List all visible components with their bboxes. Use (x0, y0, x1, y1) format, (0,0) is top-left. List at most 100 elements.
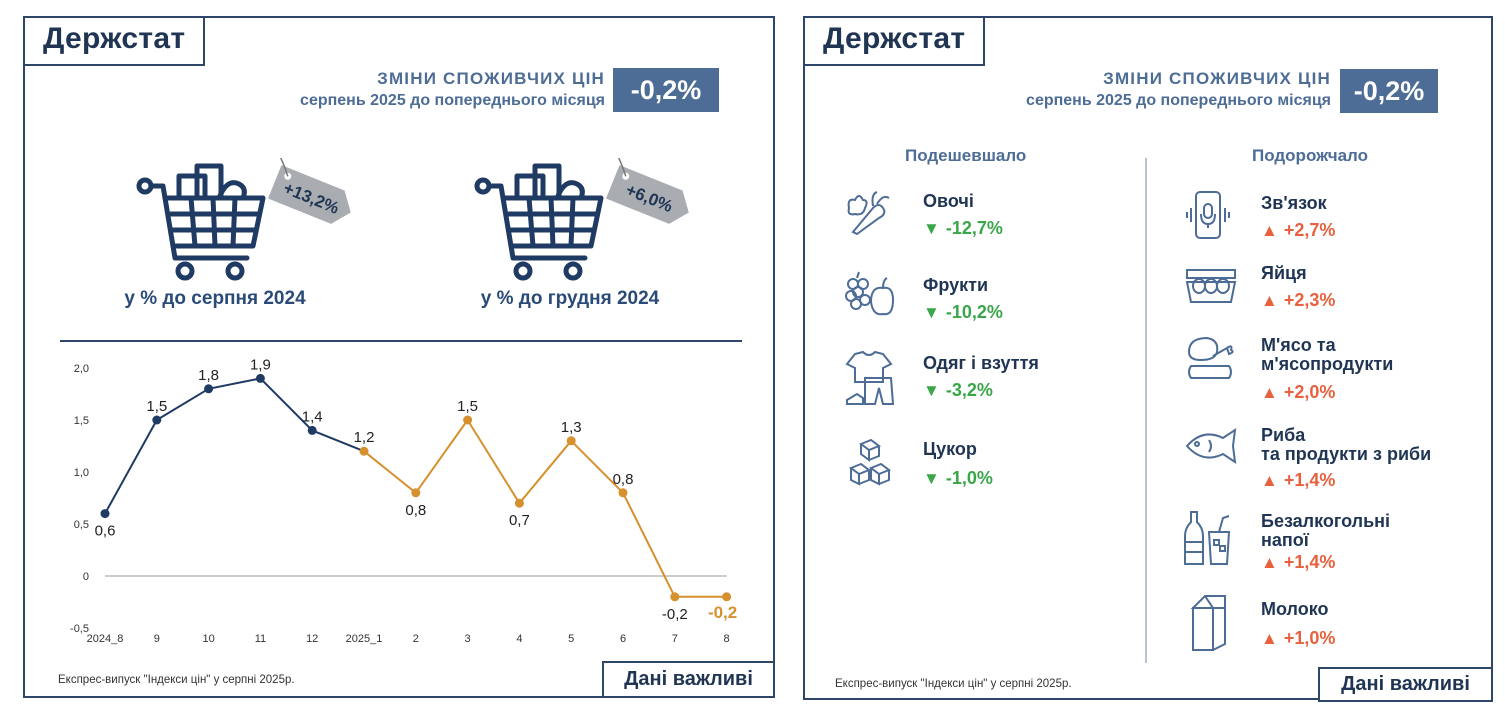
meat-icon (1187, 336, 1234, 379)
data-point (514, 498, 524, 508)
column-title-cheaper: Подешевшало (905, 146, 1027, 165)
data-label: -0,2 (708, 603, 737, 622)
item-value: ▲ +2,3% (1261, 290, 1335, 311)
important-data-button[interactable]: Дані важливі (602, 661, 775, 698)
infographic-right: Держстат ЗМІНИ СПОЖИВЧИХ ЦІН серпень 202… (803, 16, 1493, 702)
derzhstat-logo: Держстат (23, 16, 206, 66)
item-value: ▲ +1,4% (1261, 552, 1335, 573)
up-arrow-icon: ▲ (1261, 553, 1278, 572)
shopping-cart-icon: +6,0% (474, 158, 689, 281)
sugar-icon (848, 438, 892, 486)
item-value: ▲ +2,0% (1261, 382, 1335, 403)
series-line-segment (622, 492, 676, 598)
up-arrow-icon: ▲ (1261, 471, 1278, 490)
y-tick-label: -0,5 (70, 623, 89, 635)
up-arrow-icon: ▲ (1261, 383, 1278, 402)
item-value-text: +1,4% (1283, 470, 1336, 490)
item-value-text: -3,2% (945, 380, 993, 400)
item-value: ▲ +2,7% (1261, 220, 1335, 241)
down-arrow-icon: ▼ (923, 381, 940, 400)
item-value: ▲ +1,0% (1261, 628, 1335, 649)
data-label: 1,9 (250, 356, 271, 373)
item-name: Одяг і взуття (923, 353, 1039, 373)
cart-left-caption: у % до серпня 2024 (124, 288, 306, 309)
item-name: Зв'язок (1261, 193, 1327, 213)
data-label: 1,2 (354, 429, 375, 446)
change-badge: -0,2% (613, 68, 719, 112)
item-name-line2: та продукти з риби (1261, 444, 1432, 464)
eggs-icon (1185, 269, 1237, 303)
fruits-icon (845, 271, 895, 316)
important-data-button[interactable]: Дані важливі (1318, 667, 1493, 702)
down-arrow-icon: ▼ (923, 303, 940, 322)
y-tick-label: 1,5 (74, 415, 89, 427)
data-point (463, 415, 473, 425)
item-value: ▼ -10,2% (923, 302, 1003, 323)
y-tick-label: 0,5 (74, 519, 89, 531)
item-name: М'ясо та м'ясопродукти (1261, 336, 1393, 374)
data-point (670, 592, 680, 602)
down-arrow-icon: ▼ (923, 219, 940, 238)
y-tick-label: 0 (83, 571, 89, 583)
up-arrow-icon: ▲ (1261, 291, 1278, 310)
data-label: 0,7 (509, 512, 530, 529)
x-tick-label: 10 (202, 633, 214, 645)
item-value-text: +2,7% (1283, 220, 1336, 240)
item-name-line1: Риба (1261, 425, 1306, 445)
data-point (566, 436, 576, 446)
item-name: Молоко (1261, 599, 1329, 619)
phone-icon (1186, 191, 1230, 239)
series-line-segment (311, 429, 365, 453)
item-value-text: +2,3% (1283, 290, 1336, 310)
data-label: -0,2 (662, 606, 688, 623)
header-subtitle: серпень 2025 до попереднього місяця (300, 92, 605, 109)
item-name-line2: напої (1261, 530, 1309, 550)
up-arrow-icon: ▲ (1261, 221, 1278, 240)
item-name: Овочі (923, 191, 974, 211)
series-line-segment (259, 377, 313, 432)
data-label: 1,3 (561, 419, 582, 436)
clothes-icon (845, 350, 895, 405)
data-point (204, 384, 214, 394)
header: ЗМІНИ СПОЖИВЧИХ ЦІН серпень 2025 до попе… (175, 68, 605, 112)
item-name-line2: м'ясопродукти (1261, 354, 1394, 374)
item-value: ▼ -1,0% (923, 468, 993, 489)
column-title-pricier: Подорожчало (1252, 146, 1369, 165)
series-line-segment (104, 419, 158, 515)
up-arrow-icon: ▲ (1261, 629, 1278, 648)
item-value-text: -10,2% (945, 302, 1003, 322)
series-line-segment (466, 419, 521, 504)
y-tick-label: 1,0 (74, 467, 89, 479)
data-point (411, 488, 421, 498)
data-label: 1,4 (302, 408, 323, 425)
footer-note: Експрес-випуск "Індекси цін" у серпні 20… (835, 678, 1072, 690)
item-name: Риба та продукти з риби (1261, 426, 1431, 464)
series-line-segment (414, 419, 469, 494)
header: ЗМІНИ СПОЖИВЧИХ ЦІН серпень 2025 до попе… (905, 68, 1331, 112)
item-value: ▼ -3,2% (923, 380, 993, 401)
derzhstat-logo: Держстат (803, 16, 986, 66)
x-tick-label: 2025_1 (346, 633, 383, 645)
cpi-line-chart: -0,5 0 0,5 1,0 1,5 2,0 2024_8 9 10 11 12 2025_1 2 3 4 5… (70, 356, 737, 645)
item-value-text: +2,0% (1283, 382, 1336, 402)
data-label: 0,6 (95, 523, 116, 540)
x-tick-label: 9 (154, 633, 160, 645)
change-badge: -0,2% (1340, 69, 1438, 113)
item-name: Фрукти (923, 275, 989, 295)
data-point (100, 509, 110, 519)
infographic-left: Держстат ЗМІНИ СПОЖИВЧИХ ЦІН серпень 202… (23, 16, 775, 698)
column-divider (1145, 158, 1147, 663)
data-point (618, 488, 628, 498)
item-value: ▼ -12,7% (923, 218, 1003, 239)
header-title: ЗМІНИ СПОЖИВЧИХ ЦІН (1103, 69, 1331, 88)
y-tick-label: 2,0 (74, 363, 89, 375)
footer-note: Експрес-випуск "Індекси цін" у серпні 20… (58, 674, 295, 686)
item-value-text: +1,4% (1283, 552, 1336, 572)
x-tick-label: 12 (306, 633, 318, 645)
series-line-segment (570, 440, 624, 494)
drinks-icon (1184, 511, 1231, 565)
series-line-segment (363, 450, 417, 494)
item-value-text: +1,0% (1283, 628, 1336, 648)
milk-icon (1190, 595, 1226, 651)
x-tick-label: 5 (568, 633, 574, 645)
